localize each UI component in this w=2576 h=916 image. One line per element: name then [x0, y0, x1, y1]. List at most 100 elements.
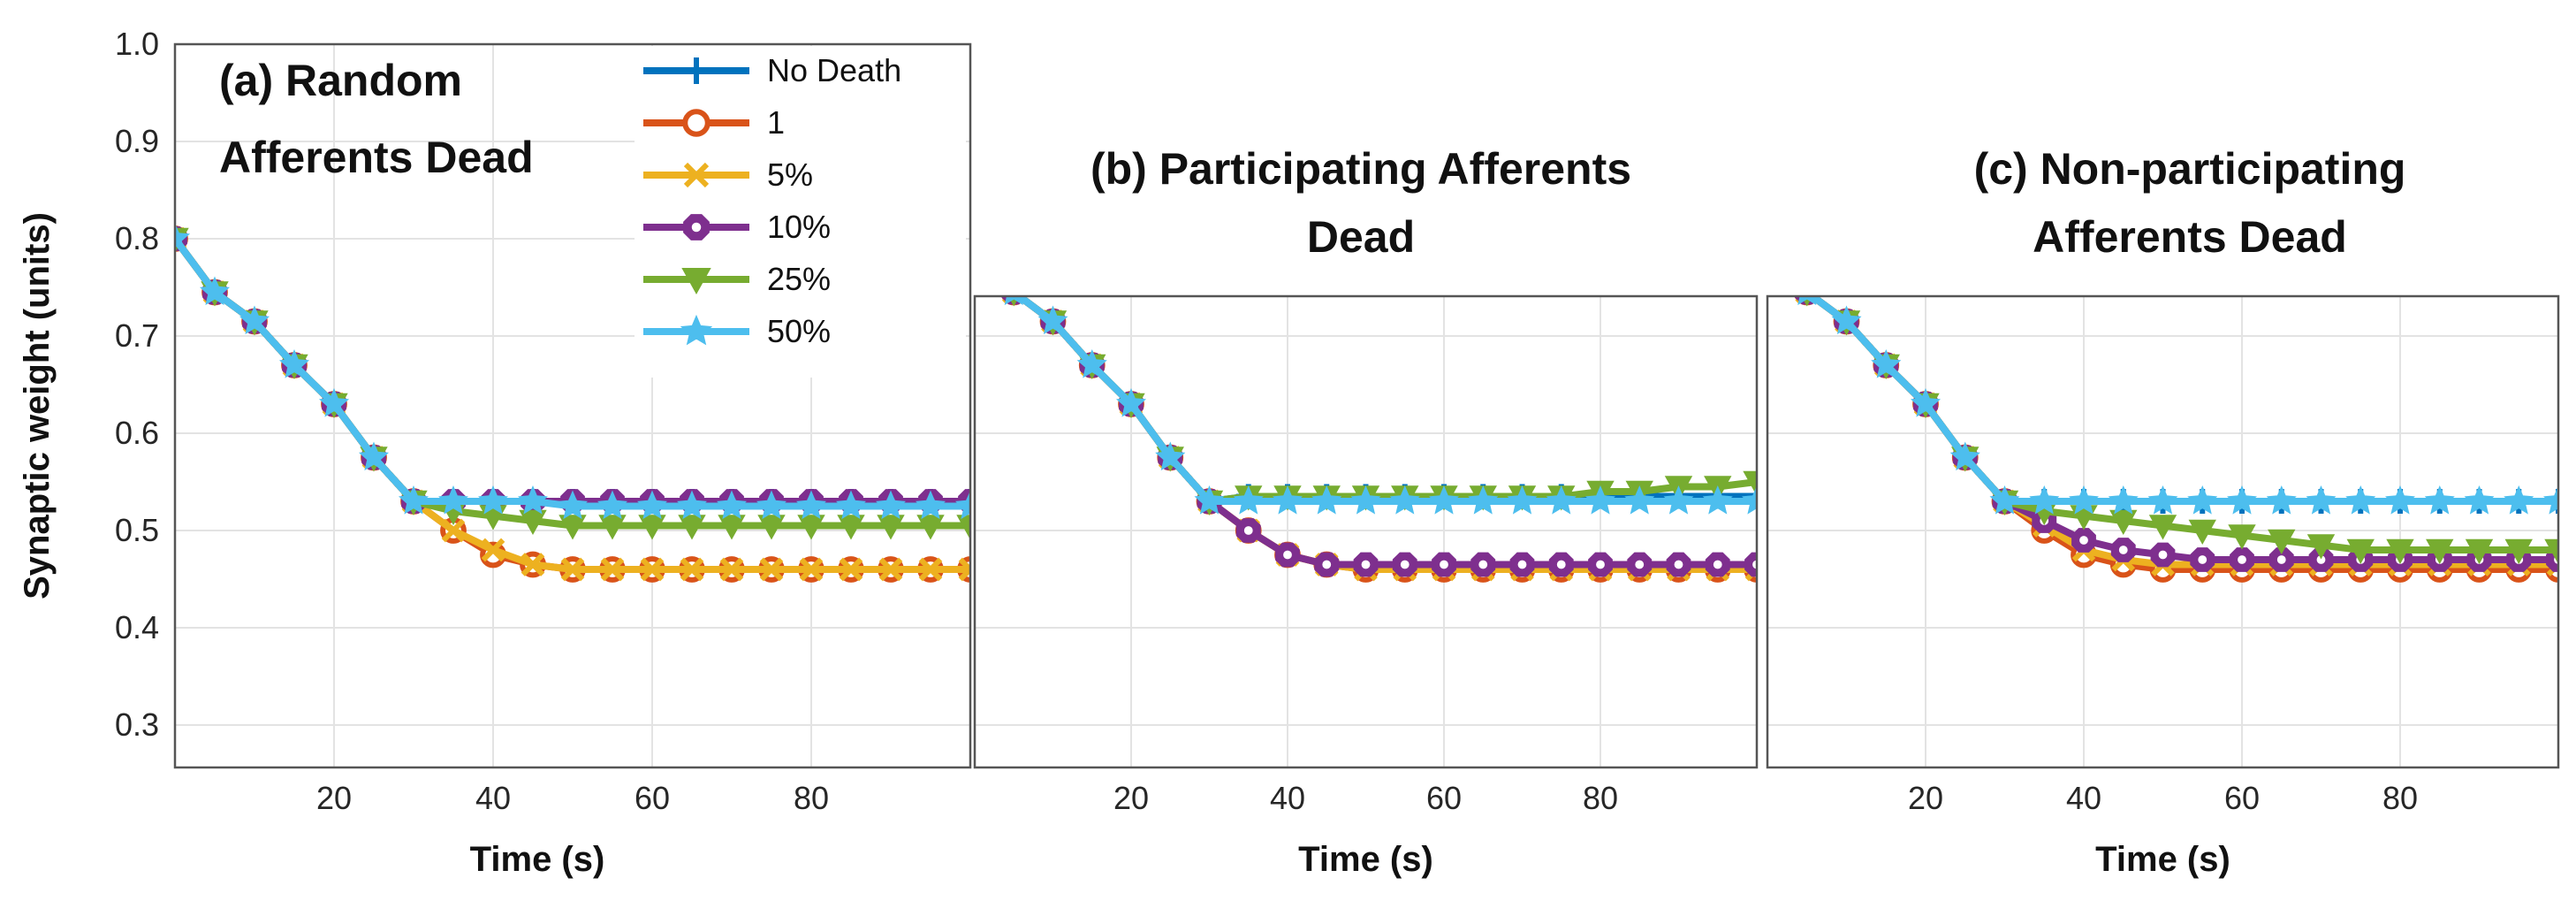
- data-point: [1233, 485, 1264, 515]
- data-point: [1546, 485, 1577, 515]
- data-point: [2187, 485, 2218, 515]
- legend-item: 25%: [643, 261, 831, 297]
- data-point: [1272, 485, 1303, 515]
- panel-title: Afferents Dead: [219, 133, 534, 182]
- x-tick-label: 60: [2224, 780, 2260, 816]
- data-point: [1627, 552, 1653, 577]
- x-axis-label: Time (s): [1298, 840, 1433, 879]
- data-point: [956, 515, 970, 540]
- data-point: [1350, 485, 1381, 515]
- data-point: [1389, 485, 1420, 515]
- data-point: [2230, 547, 2254, 572]
- data-point: [2504, 538, 2533, 565]
- x-tick-label: 60: [1426, 780, 1462, 816]
- legend-marker: [683, 162, 710, 188]
- data-point: [2308, 547, 2334, 572]
- data-point: [1392, 552, 1417, 577]
- data-point: [958, 557, 970, 582]
- series-group: [1755, 226, 2558, 583]
- data-point: [640, 557, 665, 582]
- data-point: [676, 490, 708, 520]
- data-point: [2147, 485, 2178, 515]
- panel-b-participating-afferents-dead: 20 40 60 80 Time (s) (b) Participating Affere…: [973, 144, 1759, 879]
- axes-frame: [973, 294, 1759, 769]
- data-point: [1588, 552, 1613, 577]
- x-tick-label: 40: [1270, 780, 1305, 816]
- legend-label: 1: [767, 104, 785, 141]
- series-group: [175, 223, 970, 583]
- data-point: [2228, 524, 2256, 550]
- data-point: [799, 557, 824, 582]
- data-point: [1871, 349, 1902, 378]
- data-point: [2384, 485, 2416, 515]
- data-point: [2109, 509, 2138, 536]
- legend-item: 50%: [643, 313, 831, 349]
- data-point: [2426, 538, 2454, 565]
- data-point: [600, 557, 625, 582]
- data-point: [481, 538, 505, 562]
- data-point: [680, 557, 704, 582]
- data-point: [2071, 528, 2096, 553]
- data-point: [954, 490, 970, 520]
- data-point: [2504, 485, 2534, 515]
- data-point: [1755, 226, 1780, 251]
- x-tick-label: 40: [2066, 780, 2101, 816]
- data-point: [1757, 228, 1778, 249]
- panel-title: Afferents Dead: [2033, 212, 2347, 262]
- data-point: [1756, 227, 1779, 250]
- data-point: [1509, 552, 1535, 577]
- data-point: [1468, 485, 1499, 515]
- legend-label: 25%: [767, 261, 831, 297]
- data-point: [719, 557, 744, 582]
- data-point: [797, 515, 825, 540]
- x-axis-label: Time (s): [470, 840, 605, 879]
- data-point: [1311, 485, 1342, 515]
- series-group: [1001, 296, 1757, 583]
- data-point: [560, 557, 585, 582]
- data-point: [2148, 515, 2177, 540]
- grid: [975, 296, 1757, 767]
- data-point: [559, 515, 587, 540]
- x-tick-label: 80: [1583, 780, 1618, 816]
- data-point: [2268, 547, 2294, 572]
- data-point: [2464, 485, 2495, 515]
- data-point: [1663, 485, 1694, 515]
- data-point: [2542, 485, 2558, 515]
- data-point: [1275, 542, 1300, 568]
- legend-marker: [682, 109, 710, 137]
- data-point: [1949, 441, 1980, 471]
- axes-frame: [1766, 294, 2560, 769]
- data-point: [318, 388, 350, 417]
- legend-item: 5%: [643, 156, 813, 193]
- data-point: [517, 485, 549, 515]
- data-point: [875, 490, 907, 520]
- legend-label: 50%: [767, 313, 831, 349]
- data-point: [2465, 538, 2494, 565]
- legend-box: [635, 46, 966, 378]
- data-point: [2345, 485, 2376, 515]
- data-point: [718, 515, 746, 540]
- legend-item: 1: [643, 104, 785, 141]
- data-point: [2544, 538, 2558, 565]
- x-tick-label: 80: [2382, 780, 2418, 816]
- data-point: [2306, 485, 2337, 515]
- data-point: [175, 223, 191, 252]
- panel-title: (c) Non-participating: [1974, 144, 2406, 194]
- data-point: [1115, 388, 1147, 417]
- data-point: [1666, 552, 1691, 577]
- data-point: [1702, 485, 1733, 515]
- data-point: [1989, 485, 2020, 515]
- data-point: [1741, 485, 1757, 515]
- data-point: [519, 509, 547, 536]
- panel-c-non-participating-afferents-dead: 20 40 60 80 Time (s) (c) Non-participating Aff…: [1755, 144, 2560, 879]
- data-point: [678, 515, 706, 540]
- data-point: [1584, 485, 1616, 515]
- data-point: [1353, 552, 1379, 577]
- data-point: [716, 490, 748, 520]
- data-point: [916, 515, 945, 540]
- legend-marker: [680, 314, 713, 346]
- data-point: [2266, 485, 2297, 515]
- data-point: [1507, 485, 1538, 515]
- data-point: [2424, 485, 2455, 515]
- legend-label: 10%: [767, 209, 831, 245]
